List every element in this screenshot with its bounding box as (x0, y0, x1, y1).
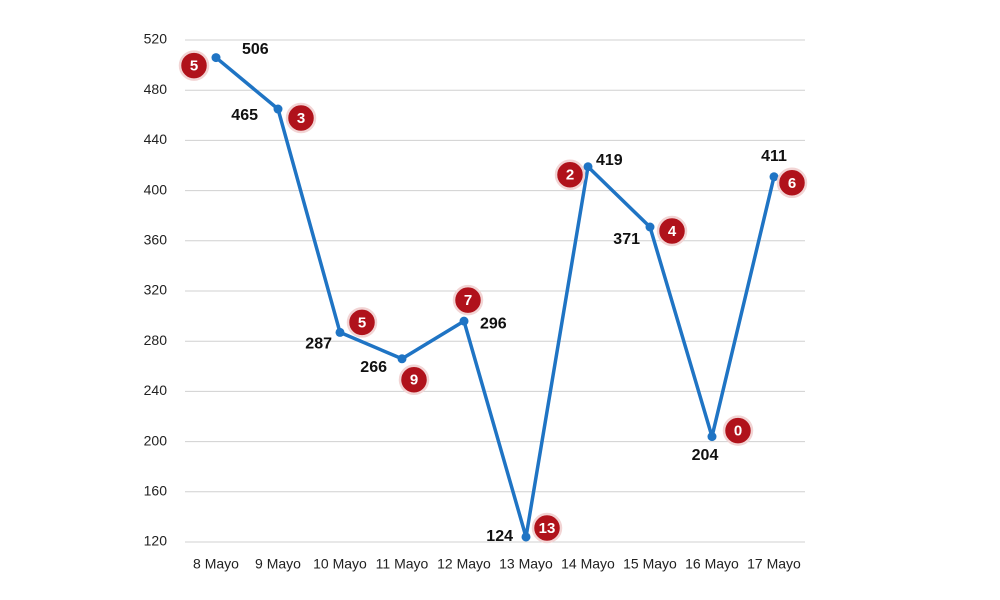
data-label: 411 (761, 148, 787, 165)
data-label: 296 (480, 315, 507, 332)
x-tick-label: 11 Mayo (376, 556, 429, 572)
data-point (583, 162, 593, 172)
badge (722, 415, 754, 446)
x-tick-label: 14 Mayo (561, 556, 615, 572)
series-line (214, 56, 776, 539)
data-point (273, 104, 283, 114)
badge-label: 5 (190, 58, 198, 75)
x-tick-label: 8 Mayo (193, 556, 239, 572)
data-label: 204 (692, 447, 719, 464)
badge (452, 284, 484, 316)
y-tick-label: 520 (144, 31, 168, 47)
y-tick-label: 480 (144, 81, 168, 97)
data-point (397, 354, 407, 364)
data-point (335, 327, 345, 337)
y-tick-label: 200 (144, 432, 168, 448)
badge-label: 4 (668, 223, 677, 240)
data-point (211, 53, 221, 63)
x-tick-label: 10 Mayo (313, 556, 367, 572)
data-label: 124 (486, 528, 513, 545)
badge-label: 3 (297, 110, 305, 127)
badge-label: 5 (358, 314, 366, 331)
y-tick-label: 320 (144, 282, 168, 298)
data-label: 287 (305, 336, 332, 353)
badge-label: 2 (566, 167, 574, 184)
badge-label: 9 (410, 372, 418, 389)
y-tick-label: 400 (144, 181, 168, 197)
data-point (521, 532, 531, 542)
x-tick-label: 16 Mayo (685, 556, 739, 572)
x-tick-label: 9 Mayo (255, 556, 301, 572)
data-point (459, 316, 469, 326)
y-tick-label: 280 (144, 332, 168, 348)
badge (178, 50, 210, 81)
badge (554, 159, 586, 191)
y-tick-label: 360 (144, 232, 168, 248)
badge (346, 307, 378, 338)
badge-label: 0 (734, 423, 742, 440)
badge-label: 6 (788, 175, 796, 192)
badge-label: 7 (464, 292, 472, 309)
y-tick-label: 440 (144, 131, 168, 147)
data-point (769, 172, 779, 182)
data-label: 506 (242, 41, 269, 58)
badge (776, 167, 808, 199)
x-tick-label: 13 Mayo (499, 556, 553, 572)
badge (285, 102, 317, 134)
y-tick-label: 160 (144, 483, 168, 499)
x-tick-label: 12 Mayo (437, 556, 491, 572)
y-tick-label: 240 (144, 382, 168, 398)
data-label: 266 (360, 359, 387, 376)
data-point (645, 222, 655, 232)
data-label: 465 (231, 107, 258, 124)
data-label: 419 (596, 152, 623, 169)
badge (531, 512, 563, 544)
x-tick-label: 15 Mayo (623, 556, 677, 572)
x-tick-label: 17 Mayo (747, 556, 801, 572)
badge-label: 13 (539, 520, 556, 537)
data-label: 371 (613, 231, 640, 248)
y-tick-label: 120 (144, 533, 168, 549)
badge (398, 364, 430, 396)
badge (656, 215, 688, 247)
data-point (707, 432, 717, 442)
